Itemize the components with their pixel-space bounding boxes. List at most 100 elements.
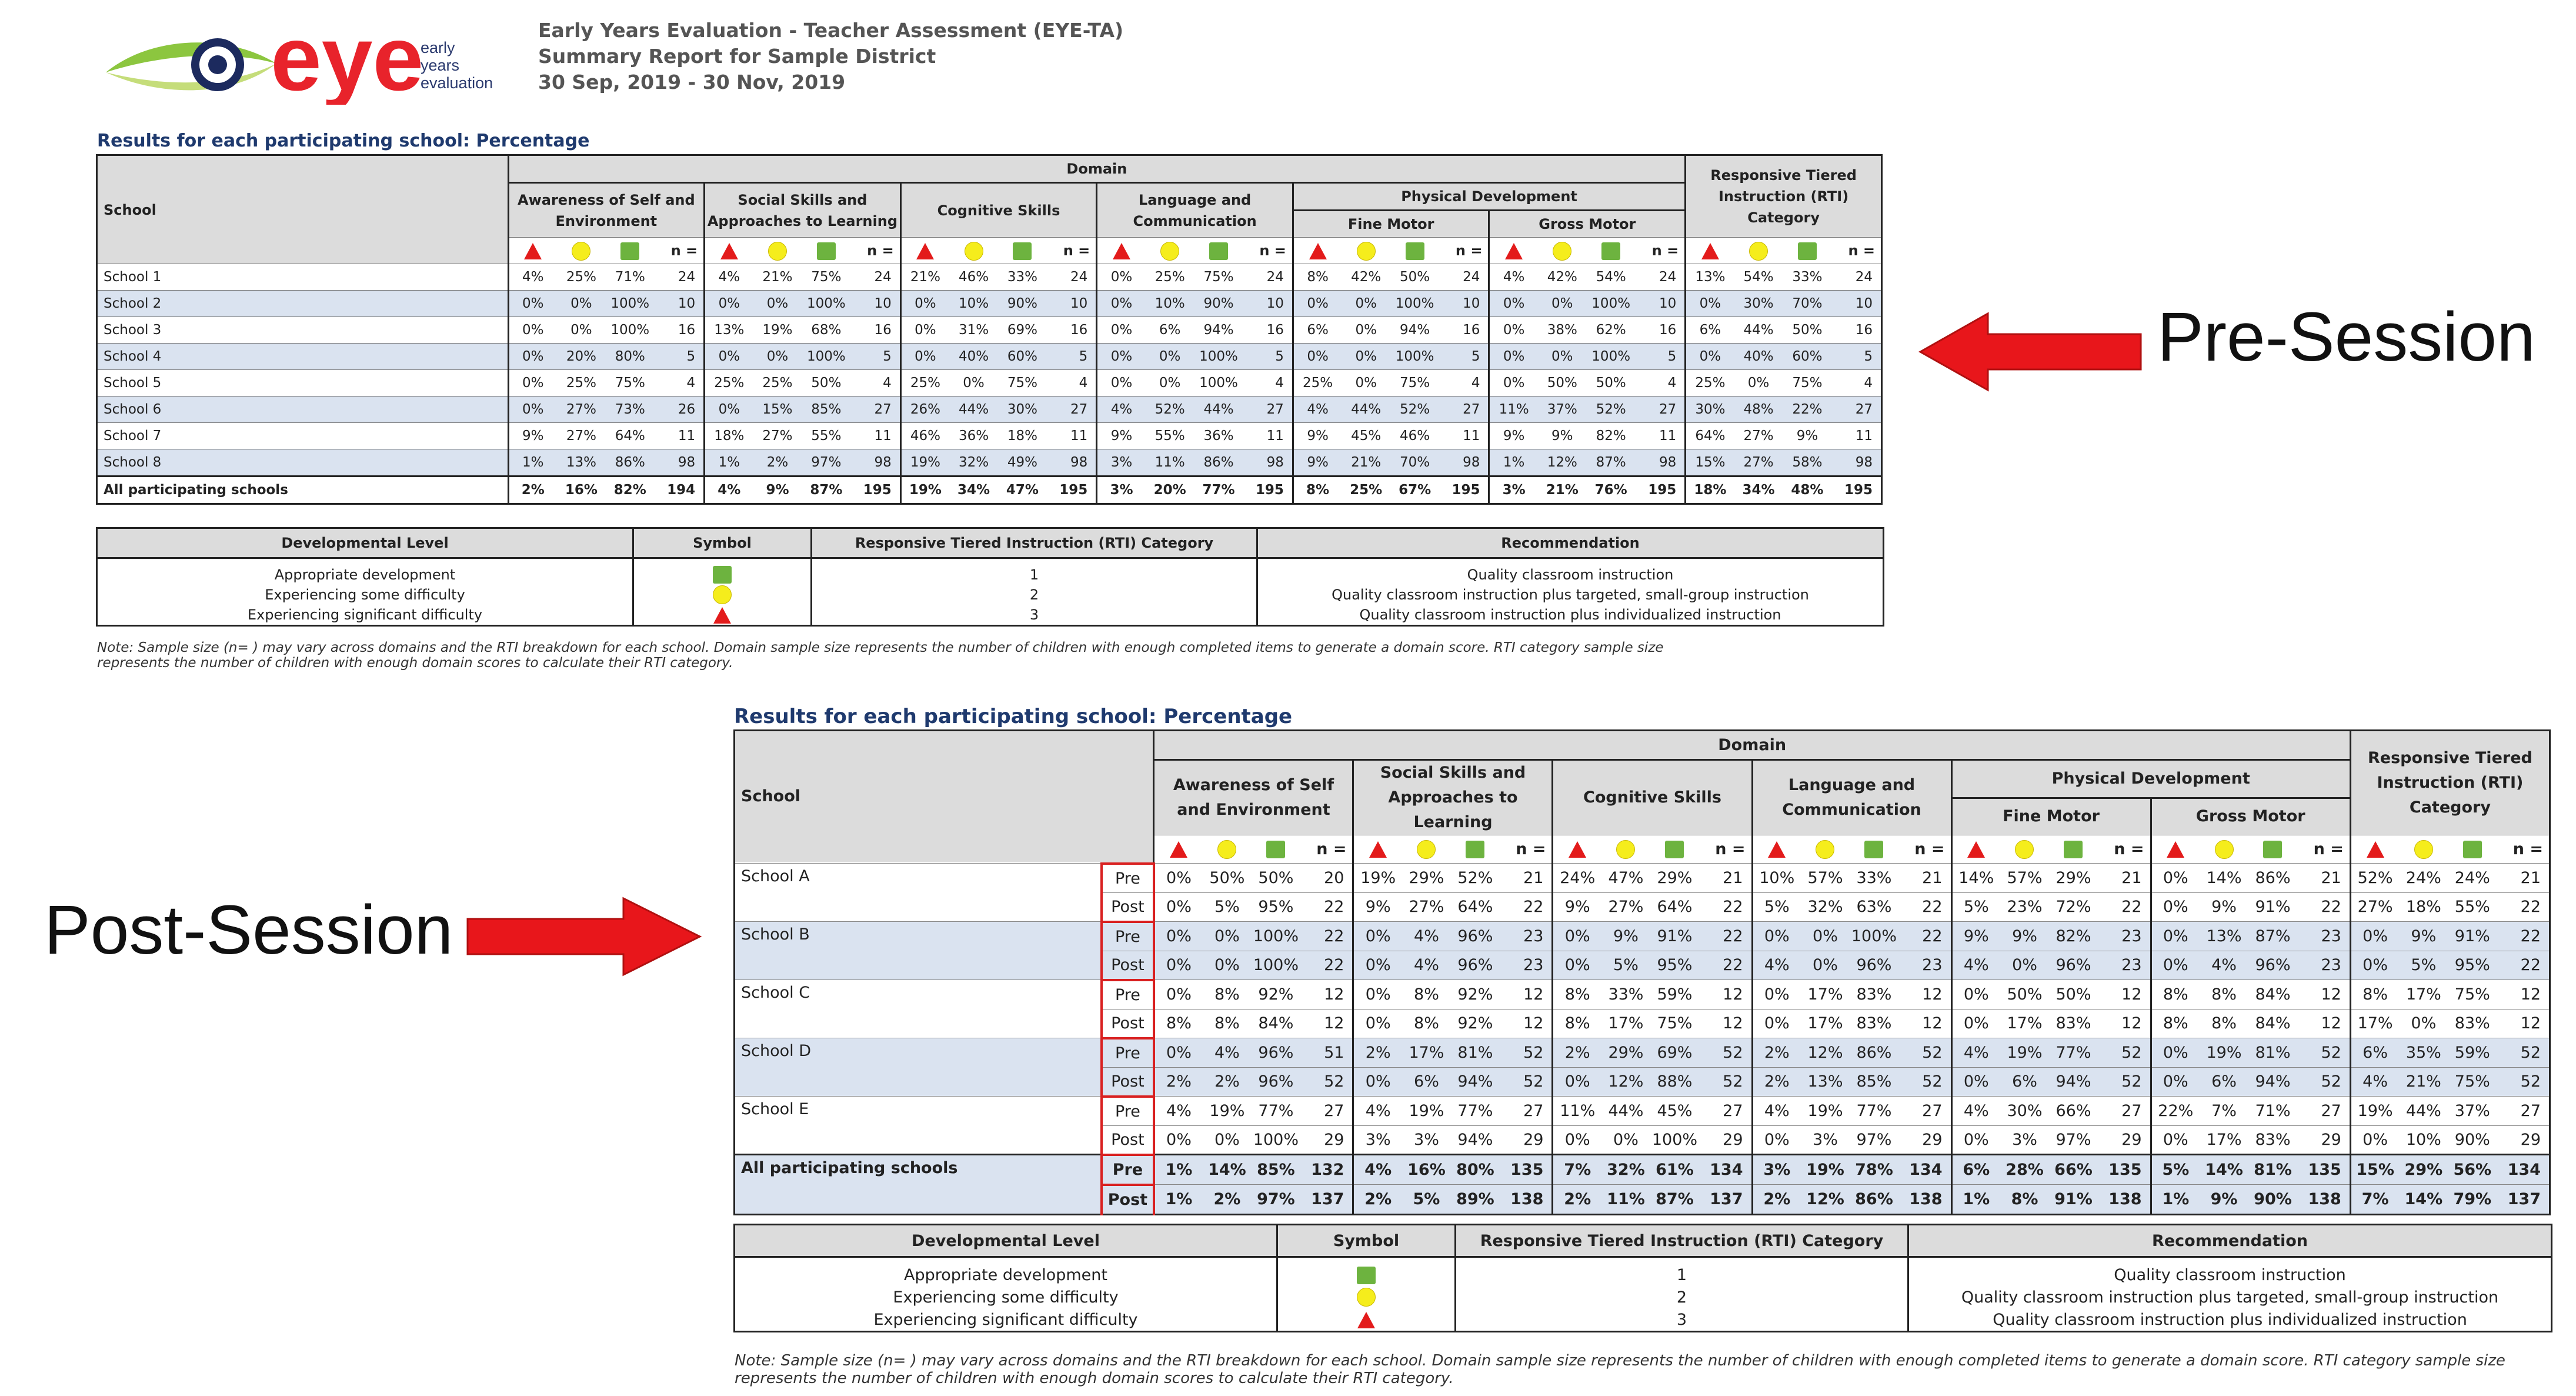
red-triangle-icon xyxy=(1357,1312,1375,1328)
post-note-line2: represents the number of children with e… xyxy=(735,1370,1454,1387)
table-cell: 77% xyxy=(1450,1096,1500,1126)
table-cell: 52 xyxy=(2297,1067,2351,1097)
table-cell: 15% xyxy=(2349,1154,2400,1185)
table-cell: 17% xyxy=(1402,1038,1451,1068)
table-cell: 25% xyxy=(556,369,606,397)
table-cell: 138 xyxy=(1499,1184,1553,1215)
table-cell: 100% xyxy=(1194,343,1243,370)
table-cell: 5 xyxy=(654,343,705,370)
table-cell: 15% xyxy=(753,396,802,423)
table-cell: 9% xyxy=(1537,422,1587,449)
table-cell: 50% xyxy=(1537,369,1587,397)
table-cell: 137 xyxy=(1300,1184,1353,1215)
table-cell: 75% xyxy=(1783,369,1832,397)
n-header: n = xyxy=(1699,835,1752,864)
table-cell: 5% xyxy=(2399,951,2448,980)
table-cell: 0% xyxy=(1551,1125,1601,1155)
green-square-icon xyxy=(2462,841,2482,858)
table-cell: 100% xyxy=(1390,290,1440,317)
red-triangle-icon xyxy=(1505,243,1523,259)
table-cell: 1% xyxy=(1153,1184,1203,1215)
table-cell: 90% xyxy=(998,290,1047,317)
table-cell: 14% xyxy=(2200,1154,2248,1185)
table-cell: 68% xyxy=(802,316,851,344)
table-cell: 2% xyxy=(1352,1038,1402,1068)
table-cell: 21% xyxy=(899,264,950,291)
table-cell: 87% xyxy=(1586,449,1636,477)
table-cell: 24% xyxy=(1551,863,1601,893)
table-cell: 98 xyxy=(1635,449,1686,477)
red-triangle-icon xyxy=(1569,841,1587,858)
table-cell: 12 xyxy=(2097,1009,2151,1038)
table-cell: 0% xyxy=(2150,921,2200,951)
red-triangle-icon xyxy=(1309,243,1327,259)
table-cell: 12 xyxy=(1300,1009,1353,1038)
table-cell: 80% xyxy=(605,343,655,370)
table-cell: 38% xyxy=(1537,316,1587,344)
table-cell: 56% xyxy=(2448,1154,2497,1185)
table-cell: 12 xyxy=(1898,979,1952,1009)
table-cell: 5% xyxy=(1751,892,1801,922)
table-cell: 66% xyxy=(2048,1154,2098,1185)
table-cell: 86% xyxy=(1849,1184,1898,1215)
table-cell: 27 xyxy=(2297,1096,2351,1126)
table-cell: 0% xyxy=(1800,951,1850,980)
table-cell: 46% xyxy=(1390,422,1440,449)
table-cell: 10 xyxy=(1439,290,1489,317)
table-cell: 86% xyxy=(1194,449,1243,477)
table-cell: 14% xyxy=(2399,1184,2448,1215)
table-cell: 83% xyxy=(1849,1009,1898,1038)
table-cell: 86% xyxy=(2248,863,2297,893)
table-cell: 10 xyxy=(850,290,901,317)
table-cell: 52 xyxy=(1499,1038,1553,1068)
yellow-circle-icon xyxy=(572,242,591,261)
table-cell: 19% xyxy=(1800,1096,1850,1126)
table-cell: 0% xyxy=(1352,979,1402,1009)
table-cell: 5 xyxy=(1243,343,1293,370)
table-cell: 4% xyxy=(1202,1038,1252,1068)
table-cell: 0% xyxy=(1734,369,1783,397)
table-cell: 0% xyxy=(507,316,557,344)
table-cell: 88% xyxy=(1650,1067,1699,1097)
table-cell: 12 xyxy=(1499,979,1553,1009)
table-cell: 24% xyxy=(2448,863,2497,893)
table-cell: 11 xyxy=(1046,422,1097,449)
table-cell: 22 xyxy=(2097,892,2151,922)
table-cell: 8% xyxy=(2000,1184,2049,1215)
table-cell: 21% xyxy=(753,264,802,291)
table-cell: 100% xyxy=(1390,343,1440,370)
table-cell: 138 xyxy=(2297,1184,2351,1215)
table-cell: 24 xyxy=(654,264,705,291)
red-triangle-icon xyxy=(1369,841,1387,858)
table-cell: 59% xyxy=(2448,1038,2497,1068)
fine-motor-header: Fine Motor xyxy=(1950,797,2152,836)
table-cell: 85% xyxy=(1849,1067,1898,1097)
table-cell: 94% xyxy=(1450,1067,1500,1097)
table-cell: 95% xyxy=(2448,951,2497,980)
table-cell: 0% xyxy=(2399,1009,2448,1038)
legend-recommendation: Quality classroom instruction xyxy=(1907,1257,2552,1286)
yellow-circle-icon xyxy=(1357,1288,1376,1307)
table-cell: 8% xyxy=(1551,979,1601,1009)
table-cell: 10 xyxy=(1635,290,1686,317)
table-cell: 96% xyxy=(1450,951,1500,980)
table-cell: 22 xyxy=(1699,892,1752,922)
table-cell: 3% xyxy=(1800,1125,1850,1155)
table-row: School 5 0% 25% 75% 4 25% 25% 50% 4 25% 0% 75% 4 0% 0%… xyxy=(96,369,1882,397)
table-cell: 6% xyxy=(1292,316,1342,344)
table-cell: 52 xyxy=(2297,1038,2351,1068)
table-cell: 30% xyxy=(1684,396,1734,423)
table-cell: 8% xyxy=(1551,1009,1601,1038)
table-cell: 4% xyxy=(703,264,753,291)
table-cell: 22 xyxy=(2497,921,2550,951)
table-cell: 55% xyxy=(802,422,851,449)
table-cell: 22 xyxy=(1300,892,1353,922)
table-cell: 54% xyxy=(1734,264,1783,291)
table-cell: 23% xyxy=(2000,892,2049,922)
table-cell: 100% xyxy=(1251,1125,1300,1155)
table-cell: 4% xyxy=(2200,951,2248,980)
table-cell: 9% xyxy=(753,476,802,504)
table-cell: 0% xyxy=(1342,316,1391,344)
table-cell: 29 xyxy=(2097,1125,2151,1155)
table-cell: 75% xyxy=(2448,979,2497,1009)
